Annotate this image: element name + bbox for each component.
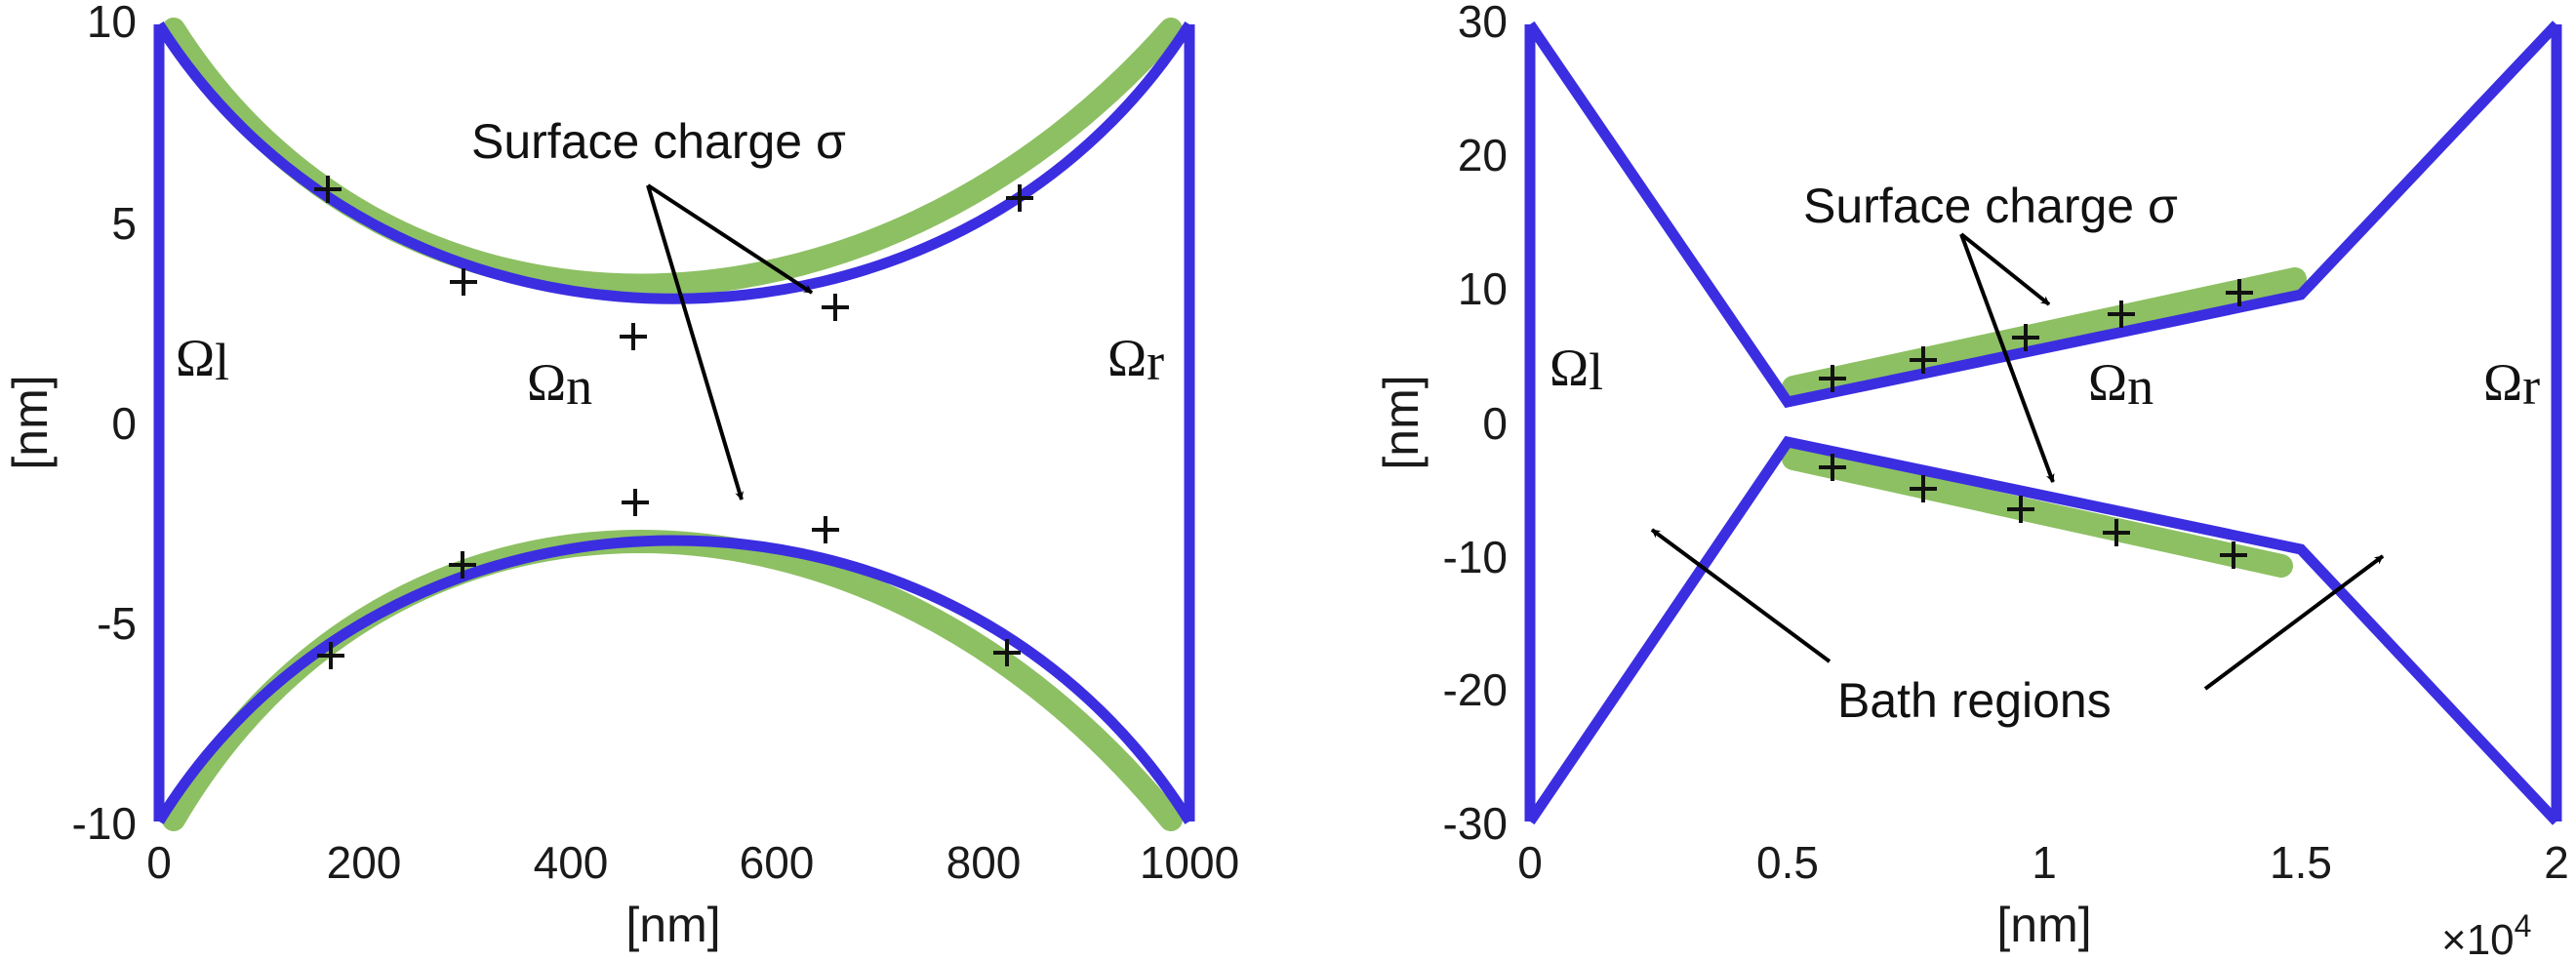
marker xyxy=(1819,454,1846,481)
left-ytick-0: 0 xyxy=(111,398,137,449)
marker xyxy=(1910,346,1937,374)
left-markers xyxy=(314,176,1033,669)
marker xyxy=(620,323,647,350)
left-ytick-10: 10 xyxy=(87,0,137,47)
left-ylabel: [nm] xyxy=(3,375,58,469)
right-xtick-0: 0 xyxy=(1517,837,1543,888)
marker xyxy=(450,268,477,296)
marker xyxy=(2226,279,2253,306)
marker xyxy=(622,489,649,516)
right-arrow-bath-right xyxy=(2203,554,2385,691)
left-ytick-neg5: -5 xyxy=(97,598,137,649)
left-surface-charge-bottom xyxy=(162,530,1183,831)
marker xyxy=(2108,300,2135,328)
right-ytick-10: 10 xyxy=(1458,263,1508,314)
right-xtick-2: 2 xyxy=(2544,837,2569,888)
right-boundary-top xyxy=(1525,20,2560,409)
right-annotation-surface-charge: Surface charge σ xyxy=(1803,179,2178,233)
left-region-n: Ωn xyxy=(527,353,592,416)
left-xtick-0: 0 xyxy=(146,837,172,888)
left-ytick-neg10: -10 xyxy=(72,798,137,849)
right-ytick-neg10: -10 xyxy=(1443,532,1508,582)
right-region-l: Ωl xyxy=(1550,339,1603,401)
right-surface-charge-top xyxy=(1782,267,2307,399)
left-surface-charge-top xyxy=(162,18,1183,298)
right-region-n: Ωn xyxy=(2088,353,2153,416)
marker xyxy=(1006,184,1033,212)
left-xtick-800: 800 xyxy=(946,837,1022,888)
marker xyxy=(2007,496,2034,523)
left-xlabel: [nm] xyxy=(625,898,720,952)
right-ytick-neg20: -20 xyxy=(1443,664,1508,715)
left-arrow-1 xyxy=(646,183,814,295)
right-boundary-bottom xyxy=(1525,435,2561,825)
right-xtick-1.5: 1.5 xyxy=(2270,837,2332,888)
right-arrow-1 xyxy=(1959,232,2051,306)
marker xyxy=(812,516,839,543)
right-x-exponent: ×104 xyxy=(2441,908,2531,961)
left-region-l: Ωl xyxy=(176,329,229,391)
marker xyxy=(317,642,344,669)
right-xlabel: [nm] xyxy=(1996,898,2091,952)
right-ylabel: [nm] xyxy=(1374,375,1429,469)
marker xyxy=(449,551,476,579)
right-markers xyxy=(1819,279,2253,569)
right-ytick-0: 0 xyxy=(1482,398,1508,449)
left-boundary-top xyxy=(154,21,1194,304)
right-panel: 30 20 10 0 -10 -20 -30 0 0.5 1 1.5 2 ×10… xyxy=(1374,0,2569,961)
left-annotation-surface-charge: Surface charge σ xyxy=(471,114,846,169)
marker xyxy=(1910,475,1937,502)
marker xyxy=(2012,324,2039,351)
left-ytick-5: 5 xyxy=(111,198,137,249)
right-arrow-bath-left xyxy=(1650,528,1831,663)
right-region-r: Ωr xyxy=(2483,353,2540,416)
right-ytick-20: 20 xyxy=(1458,130,1508,180)
right-ytick-30: 30 xyxy=(1458,0,1508,47)
left-xtick-200: 200 xyxy=(327,837,402,888)
marker xyxy=(993,639,1021,666)
left-xtick-400: 400 xyxy=(534,837,609,888)
marker xyxy=(2103,519,2130,546)
marker xyxy=(314,176,342,203)
marker xyxy=(1819,365,1846,392)
left-xtick-1000: 1000 xyxy=(1140,837,1239,888)
right-xtick-0.5: 0.5 xyxy=(1756,837,1819,888)
left-arrow-2 xyxy=(646,184,744,501)
right-ytick-neg30: -30 xyxy=(1443,798,1508,849)
marker xyxy=(2220,541,2247,569)
left-boundary-bottom xyxy=(154,535,1194,824)
left-panel: 10 5 0 -5 -10 0 200 400 600 800 1000 [nm… xyxy=(3,0,1239,952)
left-region-r: Ωr xyxy=(1107,329,1164,391)
right-surface-charge-bottom xyxy=(1782,447,2293,578)
right-xtick-1: 1 xyxy=(2032,837,2057,888)
left-xtick-600: 600 xyxy=(740,837,815,888)
marker xyxy=(822,294,849,321)
right-arrow-2 xyxy=(1959,233,2055,483)
right-annotation-bath-regions: Bath regions xyxy=(1837,673,2112,728)
